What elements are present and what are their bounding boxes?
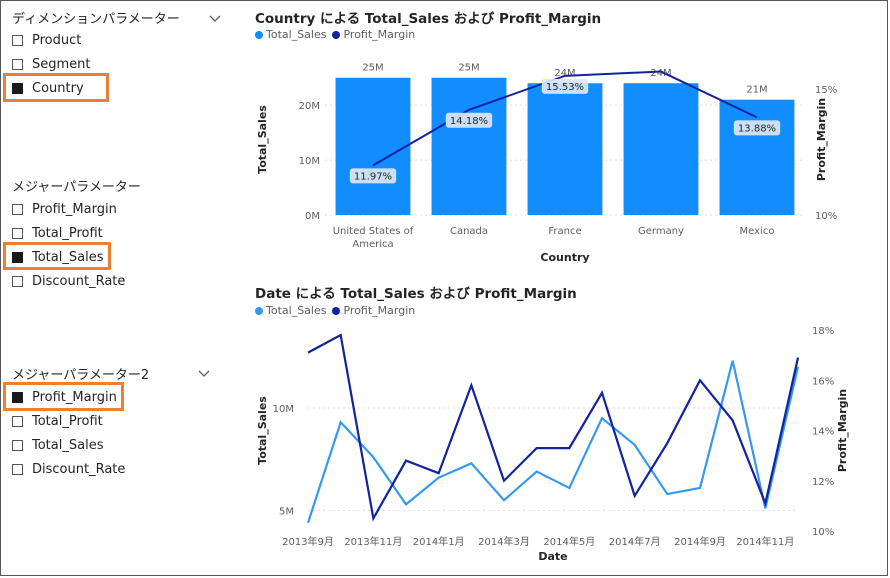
chevron-down-icon[interactable] <box>209 13 221 25</box>
y2-tick-label: 18% <box>812 326 834 337</box>
y-tick-label: 5M <box>279 506 294 517</box>
checkbox[interactable] <box>12 34 23 46</box>
chart-title: Country による Total_Sales および Profit_Margi… <box>255 11 602 27</box>
checkbox[interactable] <box>12 203 23 215</box>
chart-legend: Total_Sales Profit_Margin <box>255 28 421 41</box>
y-tick-label: 20M <box>299 101 320 112</box>
checkbox-checked[interactable] <box>12 82 23 94</box>
slicer-item-total-profit[interactable]: Total_Profit <box>12 410 103 432</box>
y-axis-title: Total_Sales <box>256 396 269 465</box>
x-tick-label: 2014年3月 <box>478 535 530 548</box>
bar <box>623 83 699 215</box>
x-tick-label: 2014年11月 <box>736 535 794 548</box>
data-label-bg <box>445 112 493 128</box>
x-tick-label: United States of <box>333 226 414 237</box>
bar-data-label: 25M <box>458 63 479 74</box>
bar <box>719 99 795 215</box>
bar-line-chart-country: 0M 10M 20M 10% 15% Total_Sales Profit_Margin 25… <box>256 63 837 264</box>
y2-tick-label: 16% <box>812 376 834 387</box>
slicer-item-total-profit[interactable]: Total_Profit <box>12 222 103 244</box>
x-tick-label: Mexico <box>740 226 775 237</box>
x-tick-label: 2014年1月 <box>413 535 465 548</box>
y2-tick-label: 10% <box>812 527 834 538</box>
y2-axis-title: Profit_Margin <box>836 389 849 472</box>
y2-tick-label: 14% <box>812 427 834 438</box>
x-tick-label: America <box>352 239 393 250</box>
checkbox[interactable] <box>12 227 23 239</box>
chevron-down-icon[interactable] <box>198 368 210 380</box>
checkbox[interactable] <box>12 58 23 70</box>
checkbox[interactable] <box>12 415 23 427</box>
x-tick-label: France <box>548 226 581 237</box>
slicer-item-discount-rate[interactable]: Discount_Rate <box>12 270 125 292</box>
checkbox-checked[interactable] <box>12 391 23 403</box>
chart-legend: Total_Sales Profit_Margin <box>255 304 421 317</box>
y2-tick-label: 15% <box>815 85 837 96</box>
selection-highlight <box>3 73 109 102</box>
x-tick-label: 2014年9月 <box>674 535 726 548</box>
x-tick-label: Germany <box>638 226 684 237</box>
slicer-item-profit-margin[interactable]: Profit_Margin <box>12 386 117 408</box>
x-tick-label: Canada <box>450 226 488 237</box>
checkbox[interactable] <box>12 439 23 451</box>
x-axis-title: Date <box>538 550 567 563</box>
slicer-item-total-sales[interactable]: Total_Sales <box>12 246 103 268</box>
y2-axis-title: Profit_Margin <box>815 98 828 181</box>
y-axis-title: Total_Sales <box>256 105 269 174</box>
x-tick-label: 2013年9月 <box>282 535 334 548</box>
line-data-label: 11.97% <box>354 171 392 182</box>
x-tick-label: 2013年11月 <box>344 535 402 548</box>
bar-data-label: 25M <box>362 63 383 74</box>
y-tick-label: 10M <box>273 404 294 415</box>
y2-tick-label: 10% <box>815 211 837 222</box>
slicer-item-country[interactable]: Country <box>12 77 84 99</box>
bar <box>335 77 411 216</box>
slicer-item-product[interactable]: Product <box>12 29 81 51</box>
bar <box>527 83 603 215</box>
data-label-bg <box>733 120 781 136</box>
line-data-label: 14.18% <box>450 116 488 127</box>
checkbox[interactable] <box>12 275 23 287</box>
series-line-profit-margin <box>372 70 758 167</box>
selection-highlight <box>3 382 124 411</box>
line-data-label: 13.88% <box>738 123 776 134</box>
slicer-title-measure2: メジャーパラメーター2 <box>12 368 150 383</box>
series-line-profit-margin <box>307 333 800 522</box>
slicer-title-dimension: ディメンションパラメーター <box>12 12 180 27</box>
y2-tick-label: 12% <box>812 477 834 488</box>
x-tick-label: 2014年5月 <box>543 535 595 548</box>
slicer-item-profit-margin[interactable]: Profit_Margin <box>12 198 117 220</box>
y-tick-label: 0M <box>305 211 320 222</box>
selection-highlight <box>3 242 111 270</box>
data-label-bg <box>541 78 589 94</box>
x-tick-label: 2014年7月 <box>609 535 661 548</box>
checkbox-checked[interactable] <box>12 251 23 263</box>
line-chart-date: 5M 10M 10% 12% 14% 16% 18% Total_Sales Profit_Ma… <box>256 326 849 563</box>
slicer-item-discount-rate[interactable]: Discount_Rate <box>12 458 125 480</box>
y-tick-label: 10M <box>299 156 320 167</box>
bar-data-label: 24M <box>650 68 671 79</box>
slicer-title-measure: メジャーパラメーター <box>12 180 141 195</box>
bar-data-label: 21M <box>746 85 767 96</box>
bar-data-label: 24M <box>554 68 575 79</box>
line-data-label: 15.53% <box>546 82 584 93</box>
checkbox[interactable] <box>12 463 23 475</box>
series-line-total-sales <box>306 360 800 524</box>
slicer-item-segment[interactable]: Segment <box>12 53 91 75</box>
bar <box>431 77 507 216</box>
slicer-item-total-sales[interactable]: Total_Sales <box>12 434 103 456</box>
data-label-bg <box>349 168 397 184</box>
x-axis-title: Country <box>540 251 589 264</box>
chart-title: Date による Total_Sales および Profit_Margin <box>255 286 577 302</box>
